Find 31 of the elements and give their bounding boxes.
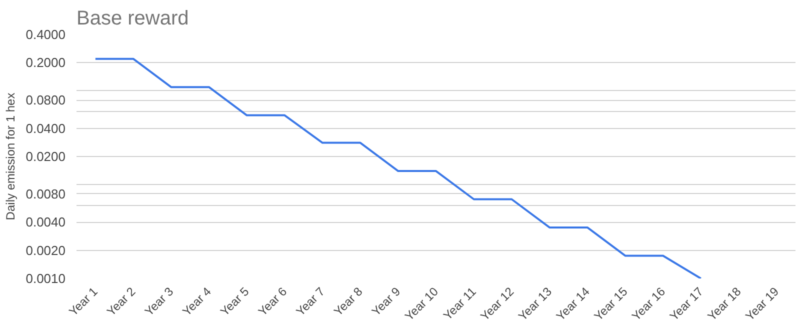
x-tick-label: Year 13 <box>516 284 555 324</box>
y-tick-label: 0.2000 <box>26 55 66 70</box>
y-tick-label: 0.0800 <box>26 92 66 108</box>
x-tick-label: Year 4 <box>180 284 214 319</box>
y-tick-label: 0.0020 <box>26 242 66 258</box>
x-tick-label: Year 7 <box>293 284 328 319</box>
y-tick-label: 0.0400 <box>26 120 66 136</box>
x-tick-label: Year 8 <box>331 284 366 319</box>
x-tick-label: Year 11 <box>440 284 480 323</box>
y-axis-title: Daily emission for 1 hex <box>4 92 18 220</box>
x-tick-label: Year 6 <box>255 284 290 319</box>
y-tick-label: 0.0010 <box>26 271 66 286</box>
line-series <box>94 58 702 278</box>
x-tick-label: Year 14 <box>553 284 593 324</box>
y-tick-label: 0.0080 <box>26 186 66 202</box>
x-tick-label: Year 18 <box>704 284 744 324</box>
x-tick-label: Year 17 <box>666 284 706 324</box>
chart-title: Base reward <box>76 8 189 30</box>
y-tick-label: 0.0040 <box>26 214 66 230</box>
x-tick-label: Year 10 <box>402 284 442 324</box>
x-tick-label: Year 15 <box>591 284 630 324</box>
y-tick-label: 0.0200 <box>26 149 66 164</box>
x-tick-label: Year 5 <box>218 284 252 319</box>
x-tick-label: Year 3 <box>142 284 176 319</box>
x-tick-label: Year 16 <box>629 284 668 324</box>
y-tick-label: 0.4000 <box>26 27 66 42</box>
x-tick-label: Year 9 <box>368 284 404 319</box>
x-tick-label: Year 1 <box>66 284 101 319</box>
x-tick-label: Year 2 <box>104 284 138 319</box>
x-tick-label: Year 19 <box>742 284 782 324</box>
x-tick-label: Year 12 <box>478 284 517 324</box>
